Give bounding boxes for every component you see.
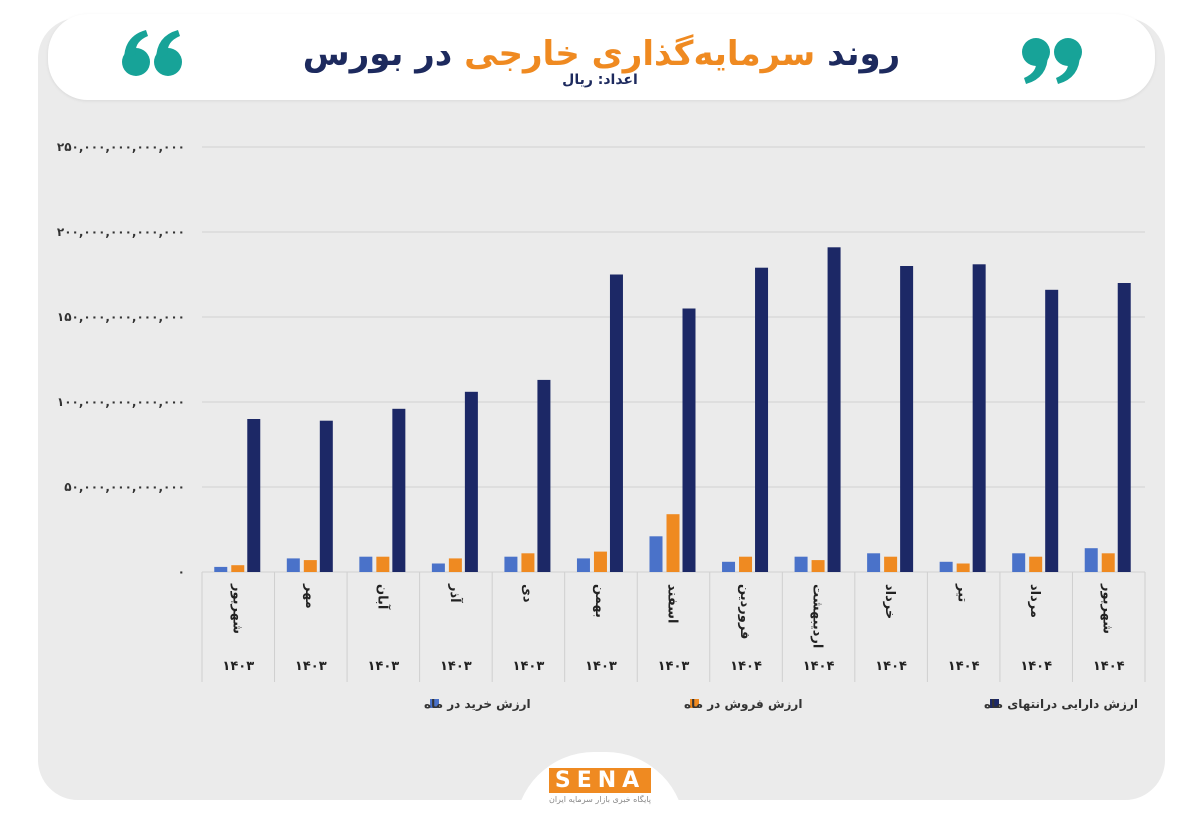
y-tick-label: ۱۰۰,۰۰۰,۰۰۰,۰۰۰,۰۰۰ [57, 395, 185, 409]
bar [392, 408, 406, 572]
bar [1117, 283, 1131, 572]
quote-right [1022, 38, 1082, 84]
x-tick-label: فروردین [737, 584, 752, 639]
bar [448, 558, 462, 572]
y-tick-label: ۲۵۰,۰۰۰,۰۰۰,۰۰۰,۰۰۰ [57, 140, 185, 154]
legend-label: ارزش خرید در ماه [424, 697, 531, 711]
bar [811, 560, 825, 572]
bar [794, 556, 808, 572]
x-year-label: ۱۴۰۴ [875, 659, 907, 674]
bar [666, 514, 680, 572]
x-year-label: ۱۴۰۳ [658, 659, 690, 674]
y-tick-label: ۲۰۰,۰۰۰,۰۰۰,۰۰۰,۰۰۰ [57, 225, 185, 239]
bar [319, 420, 333, 572]
x-tick-label: خرداد [882, 584, 897, 619]
x-year-label: ۱۴۰۴ [730, 659, 762, 674]
x-tick-label: مرداد [1027, 584, 1042, 618]
logo-text: SENA [548, 768, 652, 793]
bar [1012, 553, 1026, 572]
bar [956, 563, 970, 572]
quote-marks [122, 30, 1082, 84]
x-tick-label: آذر [447, 583, 464, 603]
x-year-label: ۱۴۰۴ [803, 659, 835, 674]
bar [376, 556, 390, 572]
x-tick-label: اسفند [665, 584, 680, 623]
x-tick-label: اردیبهشت [810, 584, 825, 648]
bar [827, 247, 841, 573]
title-part: در بورس [302, 34, 453, 74]
x-year-label: ۱۴۰۳ [513, 659, 545, 674]
bar [247, 419, 261, 572]
x-tick-label: شهریور [229, 583, 244, 634]
bar [972, 264, 986, 572]
x-tick-label: تیر [955, 583, 970, 602]
bar [593, 551, 607, 572]
legend-label: ارزش دارایی درانتهای ماه [984, 697, 1138, 711]
x-year-label: ۱۴۰۳ [367, 659, 399, 674]
legend-swatch [990, 699, 999, 708]
x-year-label: ۱۴۰۳ [585, 659, 617, 674]
quote-left [122, 30, 182, 76]
title-highlight: سرمایه‌گذاری خارجی [464, 34, 816, 74]
bar [682, 308, 696, 572]
bar [884, 556, 898, 572]
bar [231, 565, 245, 572]
bar [504, 556, 518, 572]
bar [722, 561, 736, 572]
x-tick-label: بهمن [592, 584, 607, 618]
bar [1101, 553, 1115, 572]
bar [286, 558, 300, 572]
legend-swatch [690, 699, 699, 708]
bar [1045, 289, 1059, 572]
header: روند سرمایه‌گذاری خارجی در بورس [48, 14, 1155, 100]
bar [755, 267, 769, 572]
bar [359, 556, 373, 572]
bar [609, 274, 623, 572]
bar [900, 266, 914, 572]
legend-swatch [430, 699, 439, 708]
bar [1084, 548, 1098, 572]
x-year-label: ۱۴۰۳ [222, 659, 254, 674]
bar [431, 563, 445, 572]
bar [464, 391, 478, 572]
bar [939, 561, 953, 572]
y-tick-label: ۱۵۰,۰۰۰,۰۰۰,۰۰۰,۰۰۰ [57, 310, 185, 324]
bar [739, 556, 753, 572]
chart-subtitle: اعداد: ریال [562, 72, 638, 88]
bar [214, 566, 228, 572]
x-tick-label: شهریور [1100, 583, 1115, 634]
x-year-label: ۱۴۰۴ [1020, 659, 1052, 674]
legend-label: ارزش فروش در ماه [684, 697, 802, 712]
x-tick-label: دی [519, 584, 534, 603]
x-year-label: ۱۴۰۴ [1093, 659, 1125, 674]
x-year-label: ۱۴۰۳ [440, 659, 472, 674]
y-tick-label: ۵۰,۰۰۰,۰۰۰,۰۰۰,۰۰۰ [64, 480, 185, 494]
bar [1029, 556, 1043, 572]
x-year-label: ۱۴۰۳ [295, 659, 327, 674]
bar [649, 536, 663, 572]
bar [537, 379, 551, 572]
logo-tagline: پایگاه خبری بازار سرمایه ایران [548, 795, 652, 804]
bar [576, 558, 590, 572]
bar [867, 553, 881, 572]
y-tick-label: ۰ [178, 565, 185, 579]
title-part: روند [827, 34, 901, 74]
bar [521, 553, 535, 572]
chart-title: روند سرمایه‌گذاری خارجی در بورس [48, 34, 1155, 74]
bar [303, 560, 317, 572]
x-tick-label: مهر [302, 583, 317, 609]
x-tick-label: آبان [374, 584, 391, 610]
x-year-label: ۱۴۰۴ [948, 659, 980, 674]
logo: SENA پایگاه خبری بازار سرمایه ایران [515, 752, 685, 831]
